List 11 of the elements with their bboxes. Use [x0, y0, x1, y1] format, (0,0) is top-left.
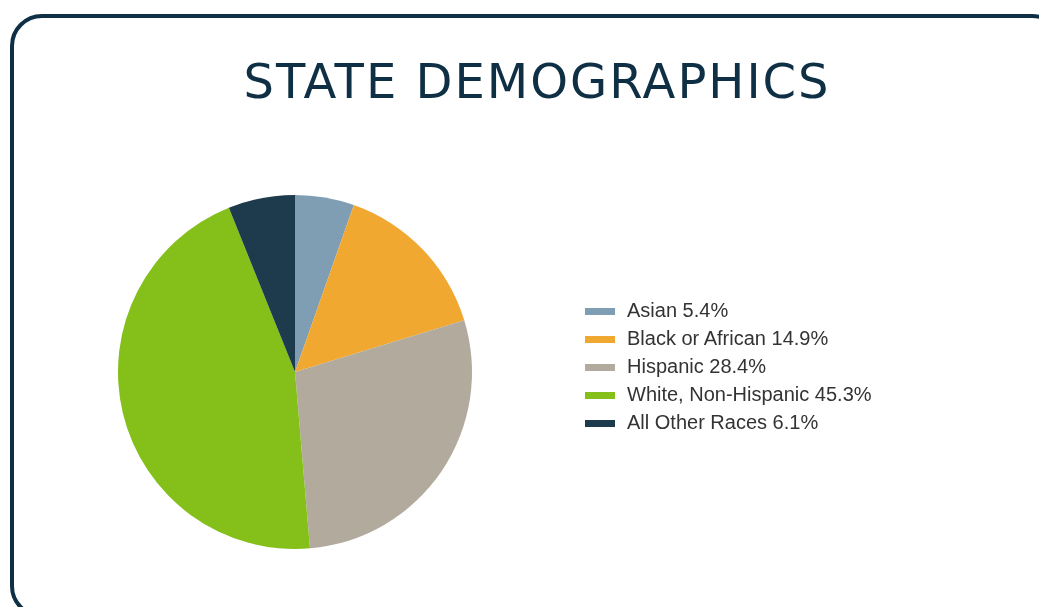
legend-label: Black or African 14.9%: [627, 327, 829, 350]
pie-slice: [295, 205, 465, 372]
legend-label: White, Non-Hispanic 45.3%: [627, 383, 872, 406]
pie-slice: [118, 207, 310, 549]
pie-slice: [295, 320, 472, 549]
pie-slice: [295, 195, 354, 372]
legend-label: All Other Races 6.1%: [627, 411, 819, 434]
chart-title: STATE DEMOGRAPHICS: [243, 53, 831, 109]
legend-label: Asian 5.4%: [627, 299, 729, 322]
legend-label: Hispanic 28.4%: [627, 355, 767, 378]
pie-slice: [228, 195, 295, 372]
